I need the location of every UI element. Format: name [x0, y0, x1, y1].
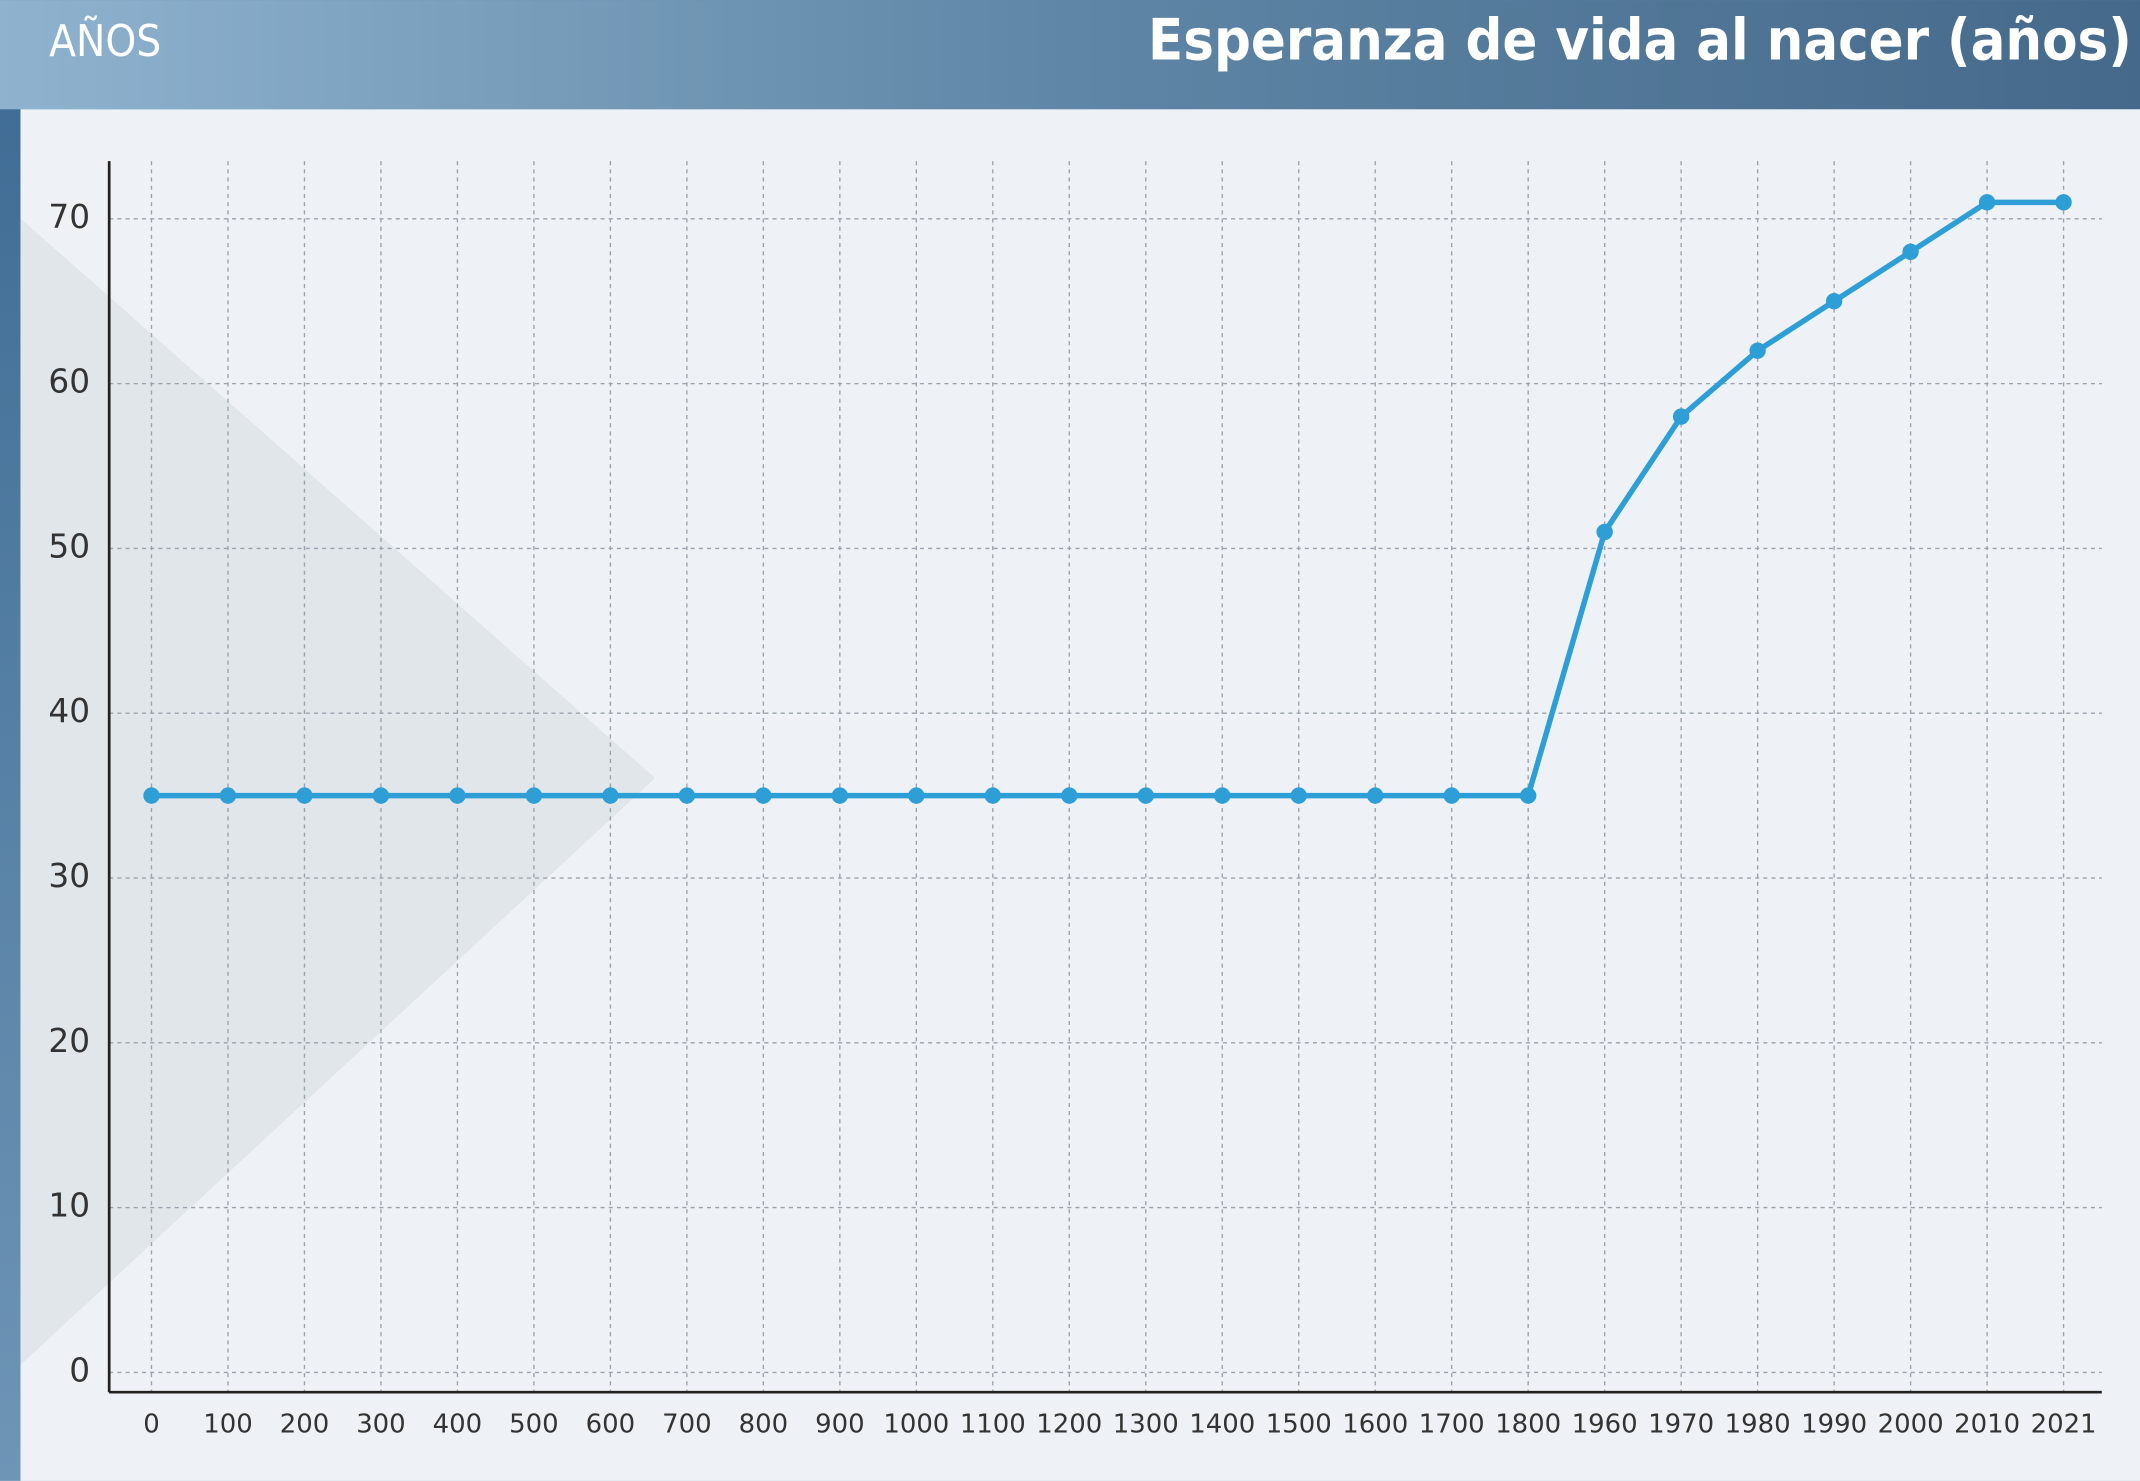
point	[1520, 787, 1537, 804]
point	[984, 787, 1001, 804]
point	[755, 787, 772, 804]
point	[143, 787, 160, 804]
point	[1061, 787, 1078, 804]
y-tick-label: 0	[69, 1351, 90, 1389]
x-tick-label: 900	[815, 1409, 864, 1439]
header-label: AÑOS	[49, 15, 161, 67]
point	[525, 787, 543, 804]
y-tick-label: 60	[48, 363, 90, 401]
x-tick-label: 1600	[1342, 1409, 1408, 1439]
y-tick-label: 40	[48, 692, 90, 730]
x-tick-label: 1970	[1648, 1409, 1714, 1439]
point	[296, 787, 313, 804]
x-tick-label: 800	[739, 1409, 788, 1439]
point	[372, 787, 390, 804]
x-tick-label: 0	[143, 1409, 160, 1439]
point	[1749, 342, 1766, 359]
point	[1596, 523, 1613, 541]
point	[908, 787, 925, 804]
point	[1367, 787, 1384, 804]
y-tick-label: 10	[48, 1187, 90, 1225]
point	[1290, 787, 1307, 804]
decor	[20, 218, 656, 1365]
point	[831, 787, 849, 804]
x-tick-label: 400	[433, 1409, 482, 1439]
x-tick-label: 1800	[1495, 1409, 1561, 1439]
x-tick-label: 1300	[1113, 1409, 1179, 1439]
x-tick-label: 100	[203, 1409, 252, 1439]
x-tick-label: 1500	[1266, 1409, 1332, 1439]
y-tick-label: 50	[48, 527, 90, 565]
chart-title: Esperanza de vida al nacer (años)	[1148, 6, 2132, 73]
x-tick-label: 300	[356, 1409, 405, 1439]
x-tick-label: 200	[280, 1409, 329, 1439]
x-tick-label: 1960	[1572, 1409, 1638, 1439]
point	[1825, 293, 1843, 310]
x-tick-label: 2021	[2031, 1409, 2097, 1439]
x-tick-label: 600	[586, 1409, 635, 1439]
point	[602, 787, 619, 804]
x-tick-label: 2000	[1878, 1409, 1944, 1439]
point	[449, 787, 466, 804]
x-tick-label: 1000	[883, 1409, 949, 1439]
x-tick-label: 1400	[1189, 1409, 1255, 1439]
x-tick-label: 700	[662, 1409, 711, 1439]
point	[2055, 194, 2072, 211]
point	[1214, 787, 1231, 804]
point	[1672, 408, 1690, 425]
header-bar	[0, 0, 2140, 110]
point	[678, 787, 696, 804]
point	[1137, 787, 1154, 804]
y-tick-label: 30	[48, 857, 90, 895]
point	[1902, 243, 1919, 260]
x-tick-label: 1700	[1419, 1409, 1485, 1439]
point	[1443, 787, 1460, 804]
x-tick-label: 1200	[1036, 1409, 1102, 1439]
y-tick-label: 70	[48, 198, 90, 236]
line	[151, 199, 2064, 799]
x-tick-label: 2010	[1954, 1409, 2020, 1439]
point	[1978, 194, 1996, 211]
x-tick-label: 500	[509, 1409, 558, 1439]
x-tick-label: 1980	[1725, 1409, 1791, 1439]
point	[219, 787, 237, 804]
y-tick-label: 20	[48, 1022, 90, 1060]
x-tick-label: 1990	[1801, 1409, 1867, 1439]
x-tick-label: 1100	[960, 1409, 1026, 1439]
